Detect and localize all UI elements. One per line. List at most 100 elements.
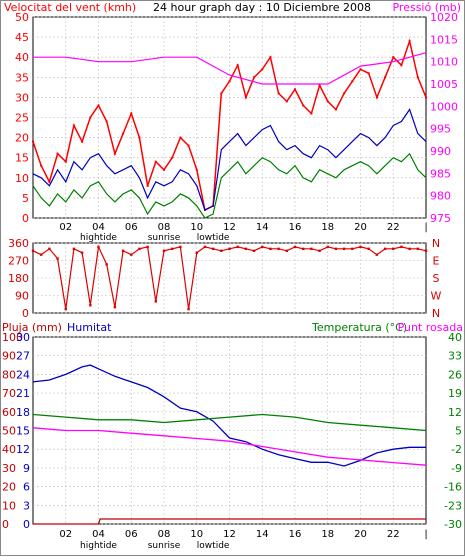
direction-y-tick-label: 0 xyxy=(22,307,29,320)
compass-label: N xyxy=(432,307,440,320)
wind-direction-point xyxy=(383,247,387,251)
pressure-y-tick-label: 985 xyxy=(430,167,451,180)
wind-gust-point xyxy=(318,84,321,87)
pressure-title: Pressió (mb) xyxy=(392,1,461,14)
tide-sun-event-label: hightide xyxy=(80,233,117,243)
time-tick-label: 14 xyxy=(256,222,269,233)
tide-sun-event-label: sunrise xyxy=(148,233,181,243)
wind-direction-point xyxy=(162,249,166,252)
temperature-y-tick-label: -30 xyxy=(444,518,462,531)
wind-gust-point xyxy=(138,136,141,139)
time-tick-label: 02 xyxy=(59,222,72,233)
wind-direction-point xyxy=(220,249,223,252)
wind-gust-point xyxy=(359,68,362,71)
wind-gust-point xyxy=(343,92,346,95)
wind-y-tick-label: 35 xyxy=(15,71,29,84)
rain-outer-tick-label: 40 xyxy=(2,443,16,456)
wind-direction-point xyxy=(252,249,256,252)
rain-outer-tick-label: 0 xyxy=(2,518,9,531)
rain-outer-tick-label: 80 xyxy=(2,368,16,381)
wind-gust-point xyxy=(187,144,190,147)
rain-title: Pluja (mm) xyxy=(2,321,62,334)
wind-direction-point xyxy=(211,247,215,251)
wind-direction-point xyxy=(228,247,231,251)
humidity-tick-label: 3 xyxy=(23,499,30,512)
wind-gust-point xyxy=(425,96,427,99)
wind-direction-point xyxy=(121,249,125,252)
time-tick-label: 04 xyxy=(92,222,105,233)
wind-gust-point xyxy=(261,68,264,71)
direction-y-tick-label: 90 xyxy=(15,290,29,303)
wind-y-tick-label: 20 xyxy=(15,132,29,145)
temperature-y-tick-label: 26 xyxy=(448,368,462,381)
wind-gust-point xyxy=(81,140,84,143)
rain-outer-tick-label: 50 xyxy=(2,425,16,438)
rain-outer-tick-label: 20 xyxy=(2,481,16,494)
wind-direction-point xyxy=(146,245,149,249)
pressure-y-tick-label: 1015 xyxy=(430,33,458,46)
wind-direction-point xyxy=(277,247,280,251)
wind-direction-point xyxy=(236,245,239,249)
rain-outer-tick-label: 10 xyxy=(2,499,16,512)
temperature-y-tick-label: -23 xyxy=(444,499,462,512)
temperature-series-line xyxy=(32,413,427,432)
wind-direction-point xyxy=(416,247,420,251)
humidity-tick-label: 21 xyxy=(16,387,30,400)
wind-direction-point xyxy=(72,247,76,251)
rain-outer-tick-label: 70 xyxy=(2,387,16,400)
wind-direction-point xyxy=(80,251,84,254)
wind-direction-point xyxy=(400,245,403,249)
wind-direction-point xyxy=(375,253,379,256)
temperature-y-tick-label: 12 xyxy=(448,406,462,419)
wind-direction-point xyxy=(326,245,329,249)
wind-direction-point xyxy=(154,300,158,303)
temperature-y-tick-label: 5 xyxy=(455,425,462,438)
wind-gust-point xyxy=(122,132,125,135)
humidity-tick-label: 24 xyxy=(16,368,30,381)
wind-gust-point xyxy=(97,104,100,107)
wind-gust-point xyxy=(334,108,337,111)
wind-gust-point xyxy=(64,160,67,163)
wind-gust-point xyxy=(220,92,223,95)
wind-gust-point xyxy=(351,80,354,83)
pressure-y-tick-label: 990 xyxy=(430,145,451,158)
wind-gust-point xyxy=(171,156,174,159)
pressure-y-tick-label: 995 xyxy=(430,123,451,136)
dewpoint-title: Punt rosada xyxy=(398,321,463,334)
wind-gust-point xyxy=(236,64,239,67)
time-tick-label: 14 xyxy=(256,529,269,540)
wind-gust-point xyxy=(416,76,419,79)
wind-gust-point xyxy=(179,136,182,139)
wind-direction-point xyxy=(392,247,395,251)
wind-gust-point xyxy=(277,92,280,95)
wind-series-line xyxy=(32,152,427,219)
wind-gust-point xyxy=(146,184,149,187)
wind-direction-point xyxy=(351,247,354,251)
wind-y-tick-label: 25 xyxy=(15,112,29,125)
wind-gust-point xyxy=(408,40,411,43)
time-tick-label: 08 xyxy=(158,529,171,540)
wind-direction-point xyxy=(64,307,67,311)
humidity-tick-label: 0 xyxy=(23,518,30,531)
time-tick-label: 20 xyxy=(354,222,367,233)
tide-sun-event-label: hightide xyxy=(80,541,117,551)
wind-gust-point xyxy=(48,180,51,183)
time-tick-label: 10 xyxy=(190,222,203,233)
wind-direction-point xyxy=(424,249,428,252)
pressure-y-tick-label: 975 xyxy=(430,212,451,225)
wind-direction-point xyxy=(56,257,59,260)
wind-gust-point xyxy=(244,96,247,99)
time-tick-label: 22 xyxy=(387,222,400,233)
wind-direction-point xyxy=(334,247,338,251)
wind-direction-point xyxy=(269,247,272,251)
wind-y-tick-label: 50 xyxy=(15,11,29,24)
wind-gust-point xyxy=(375,96,378,99)
compass-label: E xyxy=(433,255,440,268)
temperature-y-tick-label: -16 xyxy=(444,481,462,494)
temperature-y-tick-label: 19 xyxy=(448,387,462,400)
end-tick-mark: | xyxy=(424,529,427,540)
wind-gust-point xyxy=(105,120,108,123)
wind-direction-point xyxy=(48,247,51,251)
wind-y-tick-label: 15 xyxy=(15,152,29,165)
wind-gust-point xyxy=(269,56,272,59)
